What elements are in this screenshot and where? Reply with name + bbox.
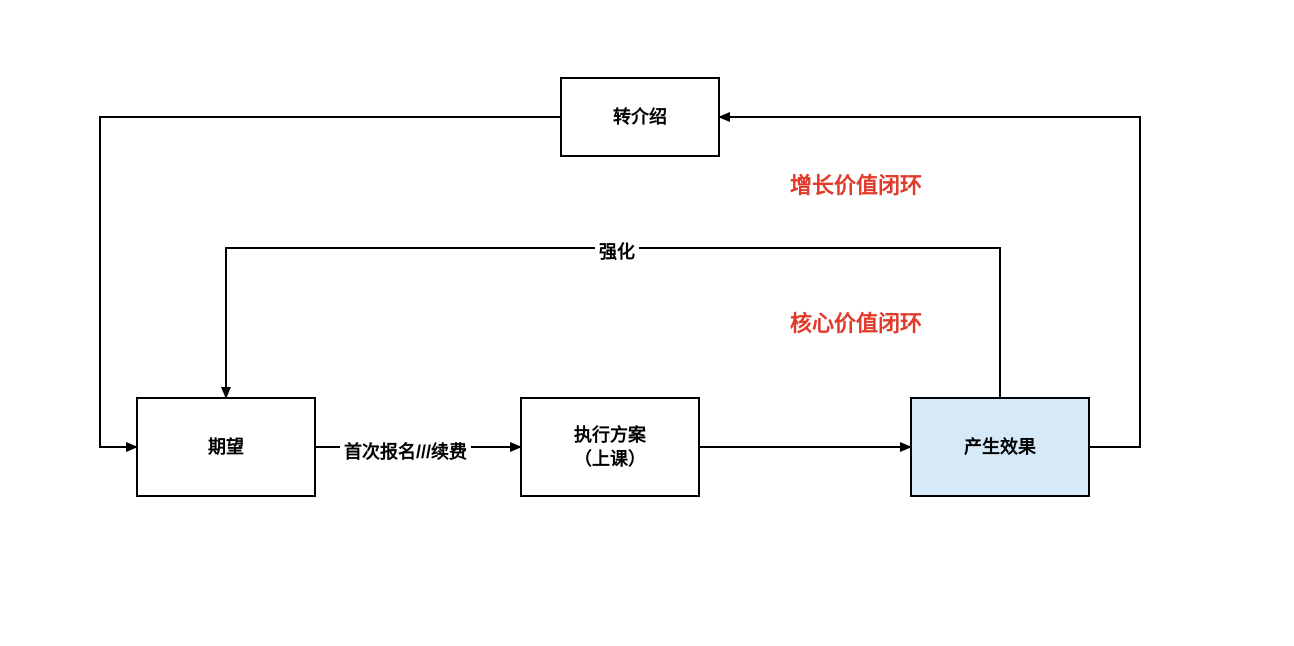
edge-label-expect-to-execute: 首次报名///续费	[340, 438, 471, 464]
node-expect: 期望	[136, 397, 316, 497]
node-execute-label-line-1: （上课）	[574, 447, 646, 471]
node-execute: 执行方案（上课）	[520, 397, 700, 497]
node-result-label-line-0: 产生效果	[964, 435, 1036, 459]
annotation-core_loop: 核心价值闭环	[790, 306, 922, 338]
edge-label-result-to-expect-reinforce: 强化	[595, 238, 639, 264]
node-referral-label-line-0: 转介绍	[613, 105, 667, 129]
node-execute-label-line-0: 执行方案	[574, 423, 646, 447]
node-result: 产生效果	[910, 397, 1090, 497]
flowchart-diagram: 转介绍期望 执行方案（上课） 产生效果 首次报名///续费 强化 增长价值闭环核心价值闭…	[0, 0, 1294, 646]
node-expect-label-line-0: 期望	[208, 435, 244, 459]
node-referral: 转介绍	[560, 77, 720, 157]
annotation-growth_loop: 增长价值闭环	[790, 168, 922, 200]
